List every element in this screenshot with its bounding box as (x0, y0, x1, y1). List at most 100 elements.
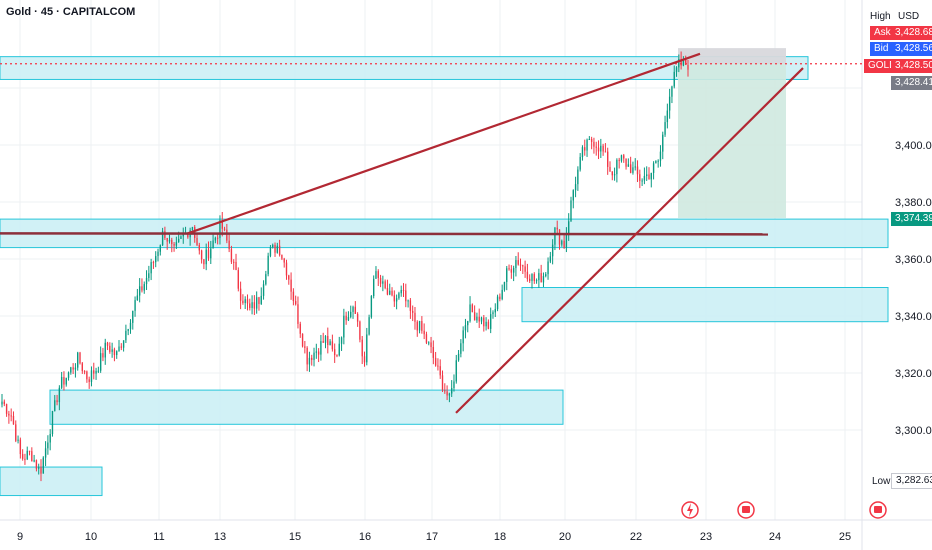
candle-body (177, 238, 180, 243)
candle-body (95, 370, 97, 374)
candle (416, 320, 418, 337)
candle (579, 153, 581, 172)
candle-body (652, 163, 655, 173)
candle (272, 243, 274, 249)
candle-body (547, 261, 549, 275)
candle-body (561, 240, 563, 245)
candle (620, 154, 623, 163)
candle-body (258, 297, 260, 304)
candle-body (439, 366, 441, 376)
candle-body (604, 151, 607, 153)
candle-body (129, 322, 132, 330)
candle (106, 341, 109, 351)
candle (581, 145, 584, 161)
candle-body (51, 411, 54, 434)
candle (409, 298, 412, 319)
candle (315, 343, 318, 359)
candle (405, 283, 407, 308)
candle (370, 295, 373, 319)
candle (35, 459, 38, 472)
candle (361, 335, 363, 365)
currency-label[interactable]: USD (898, 11, 920, 22)
candle (542, 272, 545, 288)
candle-body (338, 343, 340, 356)
candle-body (607, 151, 609, 167)
candle (253, 295, 256, 315)
event-icons (681, 501, 887, 519)
candle-body (274, 244, 276, 253)
candle-body (132, 310, 134, 323)
candle-body (600, 145, 602, 152)
candle (63, 371, 65, 391)
candle-body (260, 295, 262, 304)
candle (673, 65, 675, 89)
candle (65, 377, 67, 387)
candle (515, 255, 517, 277)
candle (258, 296, 260, 311)
candle (675, 66, 678, 77)
candle-body (659, 151, 662, 161)
candle-body (666, 110, 669, 123)
candle-body (577, 169, 579, 185)
candle-body (623, 155, 625, 159)
candle (434, 351, 437, 367)
candle-body (93, 370, 95, 374)
candle (24, 453, 26, 465)
candle (322, 332, 324, 343)
candle-body (650, 172, 652, 180)
candle (70, 366, 72, 375)
candle (485, 317, 487, 331)
candle (219, 215, 221, 245)
x-tick-label: 17 (426, 531, 438, 543)
candle (363, 351, 366, 367)
candle (643, 167, 646, 185)
candle (281, 254, 283, 261)
candle (97, 366, 100, 374)
candle-body (430, 342, 432, 348)
candle-body (389, 290, 391, 295)
candle-body (233, 261, 235, 263)
candle-body (448, 393, 451, 396)
candle-body (400, 289, 402, 294)
candle (132, 310, 134, 330)
candle (496, 294, 499, 312)
target-area (678, 63, 786, 218)
candle-body (168, 239, 171, 242)
candle (299, 321, 301, 338)
candle (200, 249, 203, 264)
candle-body (490, 314, 492, 329)
flash-icon-glyph (687, 503, 693, 517)
candle-body (127, 329, 129, 331)
candle (40, 459, 42, 482)
candle-body (648, 174, 650, 180)
candle (83, 370, 86, 375)
candle (428, 341, 430, 346)
candle-body (246, 299, 249, 304)
candle-body (320, 341, 322, 355)
candle-body (588, 139, 591, 141)
candle (526, 263, 529, 282)
mid-zone (521, 287, 889, 323)
y-tick-label: 3,320.00 (895, 368, 932, 380)
candle (134, 296, 136, 317)
candle-body (467, 321, 469, 326)
candle-body (620, 155, 623, 161)
candle-body (182, 233, 184, 237)
candle (455, 354, 457, 384)
candle (446, 385, 448, 401)
candle-body (372, 278, 375, 297)
candle-body (331, 341, 334, 350)
candle (476, 312, 478, 323)
candle (588, 136, 591, 141)
low-label: Low (872, 476, 891, 487)
candle-body (109, 345, 111, 352)
candle (138, 278, 141, 303)
candle (407, 299, 409, 308)
candle-body (646, 174, 648, 176)
candle-body (297, 304, 299, 324)
candle (168, 234, 171, 244)
candle (372, 275, 375, 299)
x-tick-label: 16 (359, 531, 371, 543)
candle-body (99, 353, 102, 371)
